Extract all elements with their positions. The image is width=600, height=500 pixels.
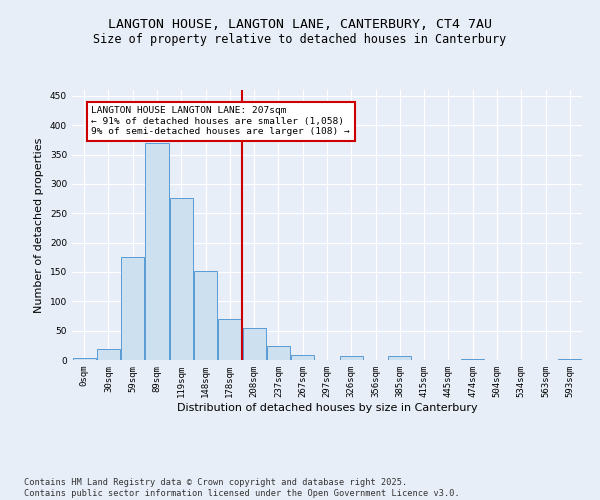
Bar — [145, 143, 169, 360]
Bar — [461, 359, 484, 360]
Bar — [340, 356, 363, 360]
Bar — [388, 356, 412, 360]
Bar — [559, 359, 581, 360]
Text: LANGTON HOUSE LANGTON LANE: 207sqm
← 91% of detached houses are smaller (1,058)
: LANGTON HOUSE LANGTON LANE: 207sqm ← 91%… — [91, 106, 350, 136]
Bar — [73, 358, 95, 360]
Bar — [97, 350, 120, 360]
Text: Size of property relative to detached houses in Canterbury: Size of property relative to detached ho… — [94, 32, 506, 46]
Bar — [170, 198, 193, 360]
Bar — [267, 346, 290, 360]
Bar — [242, 328, 266, 360]
Text: LANGTON HOUSE, LANGTON LANE, CANTERBURY, CT4 7AU: LANGTON HOUSE, LANGTON LANE, CANTERBURY,… — [108, 18, 492, 30]
Bar — [218, 319, 241, 360]
Text: Contains HM Land Registry data © Crown copyright and database right 2025.
Contai: Contains HM Land Registry data © Crown c… — [24, 478, 460, 498]
X-axis label: Distribution of detached houses by size in Canterbury: Distribution of detached houses by size … — [176, 402, 478, 412]
Bar — [194, 271, 217, 360]
Bar — [291, 354, 314, 360]
Y-axis label: Number of detached properties: Number of detached properties — [34, 138, 44, 312]
Bar — [121, 256, 144, 360]
